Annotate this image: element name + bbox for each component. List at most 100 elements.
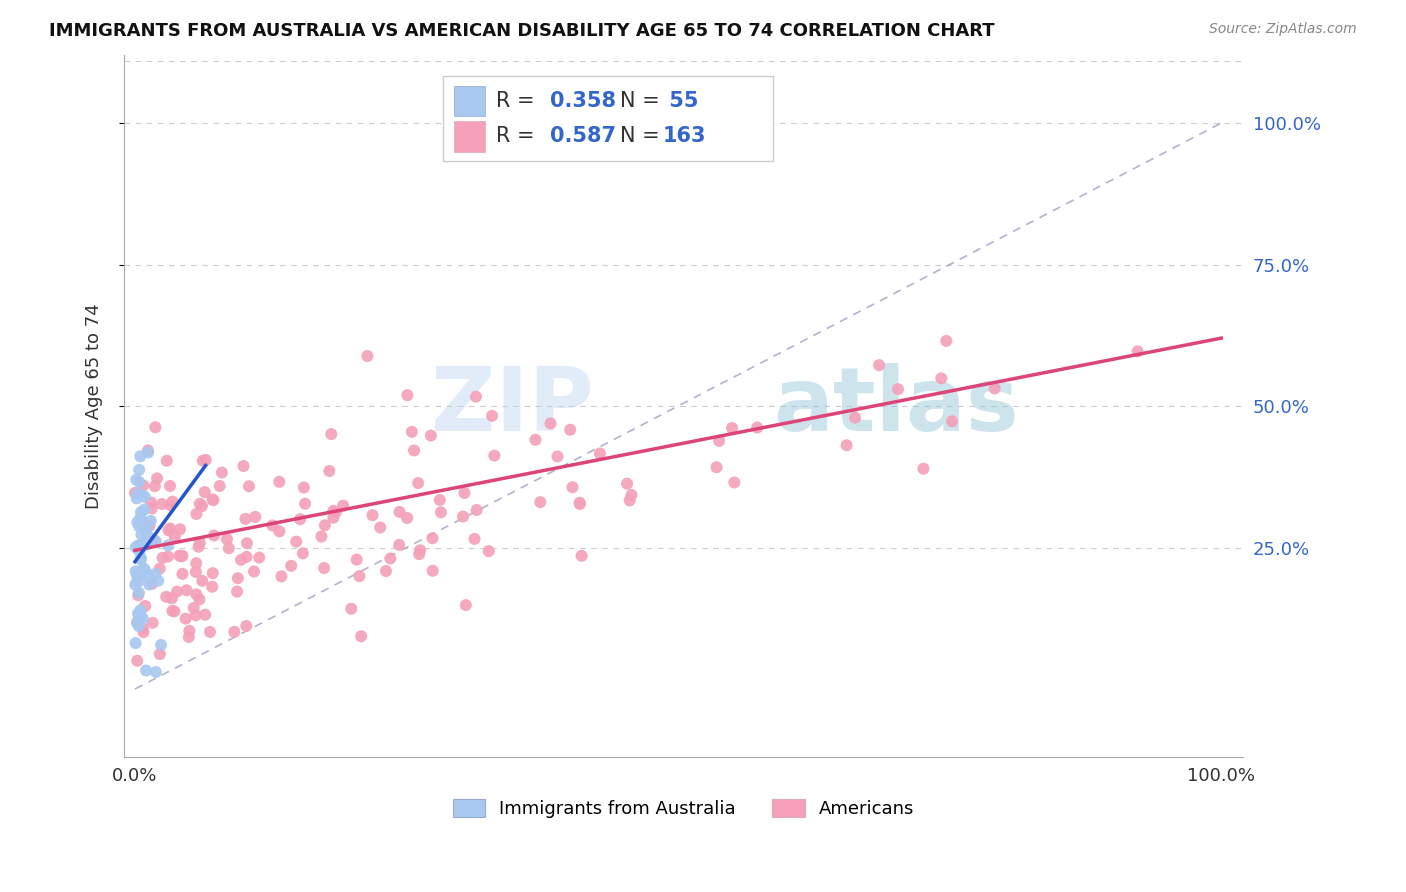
Point: [184, 608, 207, 623]
Point: [201, 580, 224, 594]
Point: [128, 519, 150, 533]
Point: [589, 446, 612, 460]
Point: [129, 450, 152, 464]
Point: [243, 509, 266, 524]
Point: [430, 505, 453, 519]
Point: [188, 536, 211, 550]
Point: [844, 410, 866, 425]
Point: [127, 487, 149, 501]
Point: [478, 544, 501, 558]
Point: [243, 565, 266, 579]
Point: [191, 574, 214, 588]
Point: [356, 349, 378, 363]
Point: [346, 552, 368, 566]
Point: [935, 334, 957, 348]
Point: [149, 561, 172, 575]
Point: [169, 549, 191, 563]
Point: [262, 518, 284, 533]
Point: [134, 599, 156, 613]
Point: [235, 619, 257, 633]
Point: [236, 536, 259, 550]
Point: [163, 604, 186, 618]
Point: [124, 636, 146, 650]
Point: [419, 428, 441, 442]
Point: [132, 561, 155, 575]
Point: [141, 501, 163, 516]
Point: [422, 531, 444, 545]
Point: [149, 647, 172, 661]
Point: [208, 479, 231, 493]
Point: [127, 516, 149, 530]
Point: [202, 528, 225, 542]
Point: [141, 577, 163, 591]
Point: [125, 569, 148, 583]
Point: [232, 458, 254, 473]
Point: [136, 527, 159, 541]
Point: [132, 622, 155, 636]
Legend: Immigrants from Australia, Americans: Immigrants from Australia, Americans: [446, 791, 922, 825]
Point: [194, 453, 217, 467]
Point: [127, 654, 149, 668]
Point: [150, 638, 173, 652]
Point: [235, 512, 257, 526]
Point: [292, 481, 315, 495]
Point: [422, 564, 444, 578]
Point: [132, 478, 155, 492]
Point: [318, 464, 340, 478]
Point: [162, 604, 184, 618]
Point: [125, 615, 148, 630]
Point: [139, 514, 162, 528]
Point: [134, 502, 156, 516]
Point: [184, 565, 207, 579]
Point: [135, 664, 157, 678]
Point: [136, 445, 159, 459]
Point: [291, 546, 314, 560]
Point: [226, 584, 249, 599]
Point: [129, 552, 152, 566]
Point: [619, 493, 641, 508]
Point: [912, 461, 935, 475]
Point: [406, 476, 429, 491]
Point: [124, 486, 146, 500]
Point: [198, 624, 221, 639]
Point: [148, 574, 170, 588]
Point: [179, 624, 201, 638]
Point: [465, 503, 488, 517]
Point: [396, 388, 419, 402]
Text: N =: N =: [620, 91, 666, 111]
Point: [174, 612, 197, 626]
Point: [285, 534, 308, 549]
Point: [887, 382, 910, 396]
Point: [186, 507, 208, 521]
Point: [145, 534, 167, 549]
Point: [129, 514, 152, 528]
Point: [529, 495, 551, 509]
Point: [138, 519, 160, 533]
Point: [571, 549, 593, 563]
Text: 0.587: 0.587: [550, 127, 616, 146]
Point: [170, 549, 193, 564]
Point: [218, 541, 240, 556]
Point: [129, 603, 152, 617]
Point: [235, 549, 257, 564]
Point: [162, 494, 184, 508]
Point: [707, 434, 730, 448]
Point: [129, 606, 152, 620]
Text: IMMIGRANTS FROM AUSTRALIA VS AMERICAN DISABILITY AGE 65 TO 74 CORRELATION CHART: IMMIGRANTS FROM AUSTRALIA VS AMERICAN DI…: [49, 22, 995, 40]
Point: [620, 488, 643, 502]
Point: [135, 538, 157, 552]
Point: [451, 509, 474, 524]
Point: [408, 547, 430, 561]
Point: [194, 607, 217, 622]
Text: R =: R =: [496, 127, 541, 146]
Point: [396, 511, 419, 525]
Point: [125, 473, 148, 487]
Point: [211, 466, 233, 480]
Point: [172, 566, 194, 581]
Point: [402, 443, 425, 458]
Point: [361, 508, 384, 523]
Point: [294, 497, 316, 511]
Point: [524, 433, 547, 447]
Point: [340, 601, 363, 615]
Point: [131, 569, 153, 583]
